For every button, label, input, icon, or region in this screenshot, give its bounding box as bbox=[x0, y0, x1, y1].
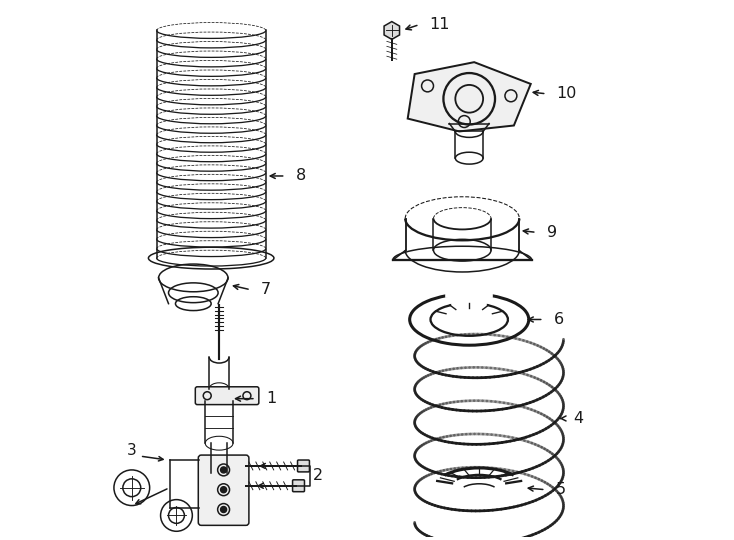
FancyBboxPatch shape bbox=[198, 455, 249, 525]
Text: 9: 9 bbox=[547, 225, 557, 240]
Text: 1: 1 bbox=[266, 391, 276, 406]
Polygon shape bbox=[407, 62, 531, 131]
FancyBboxPatch shape bbox=[297, 460, 310, 472]
Circle shape bbox=[221, 467, 227, 473]
Polygon shape bbox=[384, 22, 399, 39]
Text: 7: 7 bbox=[261, 282, 271, 298]
FancyBboxPatch shape bbox=[195, 387, 259, 404]
Circle shape bbox=[221, 507, 227, 512]
Circle shape bbox=[221, 487, 227, 492]
Text: 5: 5 bbox=[556, 482, 566, 497]
Text: 10: 10 bbox=[556, 86, 577, 102]
Text: 11: 11 bbox=[429, 17, 450, 32]
Text: 6: 6 bbox=[553, 312, 564, 327]
Text: 4: 4 bbox=[573, 411, 584, 426]
FancyBboxPatch shape bbox=[293, 480, 305, 492]
Text: 3: 3 bbox=[127, 443, 137, 457]
Text: 2: 2 bbox=[313, 468, 322, 483]
Text: 8: 8 bbox=[296, 168, 306, 184]
